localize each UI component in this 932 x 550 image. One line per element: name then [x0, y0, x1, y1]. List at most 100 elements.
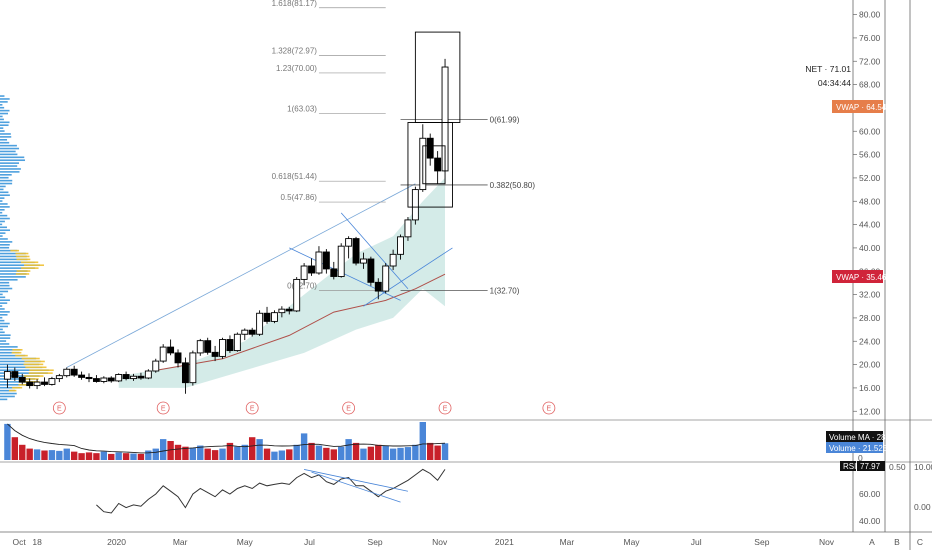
profile-bar — [0, 101, 8, 103]
candle-body — [352, 238, 360, 264]
rsi-tick-label: 60.00 — [859, 489, 881, 499]
time-tick-label: Nov — [819, 537, 835, 547]
volume-bar — [11, 437, 19, 460]
price-tags[interactable]: NET · 71.01 04:34:44 VWAP · 64.54 VWAP · 35… — [805, 64, 908, 471]
profile-bar — [0, 322, 10, 325]
profile-bar — [0, 375, 40, 377]
rsi-label-bg — [840, 461, 856, 471]
candle-body — [41, 381, 48, 385]
profile-bar — [0, 308, 5, 310]
earnings-letter: E — [57, 406, 62, 413]
volume-bar — [115, 452, 122, 460]
profile-bar — [0, 168, 21, 170]
profile-bar-hi — [28, 372, 53, 374]
channel-line-a — [289, 247, 401, 301]
profile-bar-hi — [16, 258, 31, 261]
volume-ma-line — [7, 423, 446, 454]
profile-bar — [0, 343, 10, 345]
candle-body — [256, 312, 264, 335]
profile-bar — [0, 220, 5, 223]
profile-bar — [0, 293, 3, 296]
candle-body — [300, 265, 308, 280]
corner-buttons[interactable]: A B C — [869, 537, 923, 547]
volume-bar — [219, 448, 226, 460]
candle-body — [174, 352, 182, 364]
profile-bar-hi — [10, 249, 20, 252]
volume-tag-bg — [826, 442, 883, 453]
volume-bar — [397, 447, 404, 460]
profile-bar-hi — [18, 384, 34, 386]
volume-bar — [26, 448, 33, 460]
earnings-letter: E — [346, 406, 351, 413]
volume-bar — [256, 439, 263, 460]
volume-tick-label: 0.00 — [914, 502, 931, 512]
profile-bar — [0, 194, 10, 197]
profile-bar — [0, 273, 27, 275]
profile-bar — [0, 296, 6, 299]
profile-bar-hi — [12, 349, 23, 351]
profile-bar — [0, 287, 13, 290]
vwap-tag: VWAP · 64.54 — [836, 103, 887, 112]
vwap-line — [155, 273, 446, 371]
volume-ma-tag: Volume MA · 28.348M — [829, 433, 908, 442]
volume-bar — [189, 447, 197, 460]
rsi-line — [96, 468, 446, 514]
price-tick-label: 28.00 — [859, 313, 881, 323]
profile-bar — [0, 238, 8, 240]
volume-bar — [434, 445, 441, 460]
profile-bar — [0, 130, 5, 132]
price-tick-label: 48.00 — [859, 196, 881, 206]
profile-bar — [0, 246, 10, 249]
profile-bar — [0, 226, 7, 229]
fibonacci-levels: 1.618(81.17) 1.328(72.97) 1.23(70.00) 1(63.… — [272, 0, 536, 296]
time-tick-label: 2021 — [495, 537, 514, 547]
time-tick-label: May — [624, 537, 641, 547]
profile-bar-hi — [29, 369, 54, 372]
price-tick-label: 24.00 — [859, 336, 881, 346]
volume-bar — [56, 450, 63, 460]
profile-bar — [0, 165, 18, 167]
candle-body — [411, 189, 419, 221]
profile-bar — [0, 305, 3, 307]
vwap-tag-bg — [832, 100, 883, 113]
volume-bar — [375, 444, 382, 460]
candle-body — [226, 339, 234, 352]
candle-body — [33, 381, 41, 387]
fib-label-right: 0(61.99) — [490, 116, 520, 125]
candle-body — [144, 370, 152, 379]
candle-body — [360, 258, 367, 264]
volume-bar — [152, 448, 159, 460]
volume-bar — [389, 448, 397, 460]
corner-button-c[interactable]: C — [917, 537, 923, 547]
corner-button-a[interactable]: A — [869, 537, 875, 547]
volume-profile — [0, 95, 54, 401]
candle-body — [426, 137, 434, 159]
profile-bar — [0, 389, 15, 392]
profile-bar — [0, 337, 11, 339]
profile-bar — [0, 144, 17, 147]
profile-bar — [0, 109, 10, 112]
profile-bar — [0, 106, 5, 109]
volume-bar — [204, 448, 211, 460]
volume-tag: Volume · 21.525M — [829, 444, 894, 453]
fib-label-right: 0.382(50.80) — [490, 181, 536, 190]
price-tick-label: 60.00 — [859, 126, 881, 136]
candle-body — [115, 374, 123, 382]
volume-bar — [271, 451, 278, 460]
rsi-tick-label: 40.00 — [859, 516, 881, 526]
profile-bar — [0, 381, 36, 383]
profile-bar — [0, 378, 36, 380]
profile-bar — [0, 182, 13, 185]
candle-body — [152, 360, 160, 372]
corner-button-b[interactable]: B — [894, 537, 900, 547]
volume-bar — [286, 449, 293, 460]
time-tick-label: Oct — [12, 537, 26, 547]
earnings-letter: E — [161, 406, 166, 413]
candle-body — [219, 339, 226, 357]
profile-bar — [0, 171, 20, 173]
price-tick-label: 72.00 — [859, 56, 881, 66]
time-tick-label: Mar — [560, 537, 575, 547]
volume-bar — [41, 450, 48, 460]
